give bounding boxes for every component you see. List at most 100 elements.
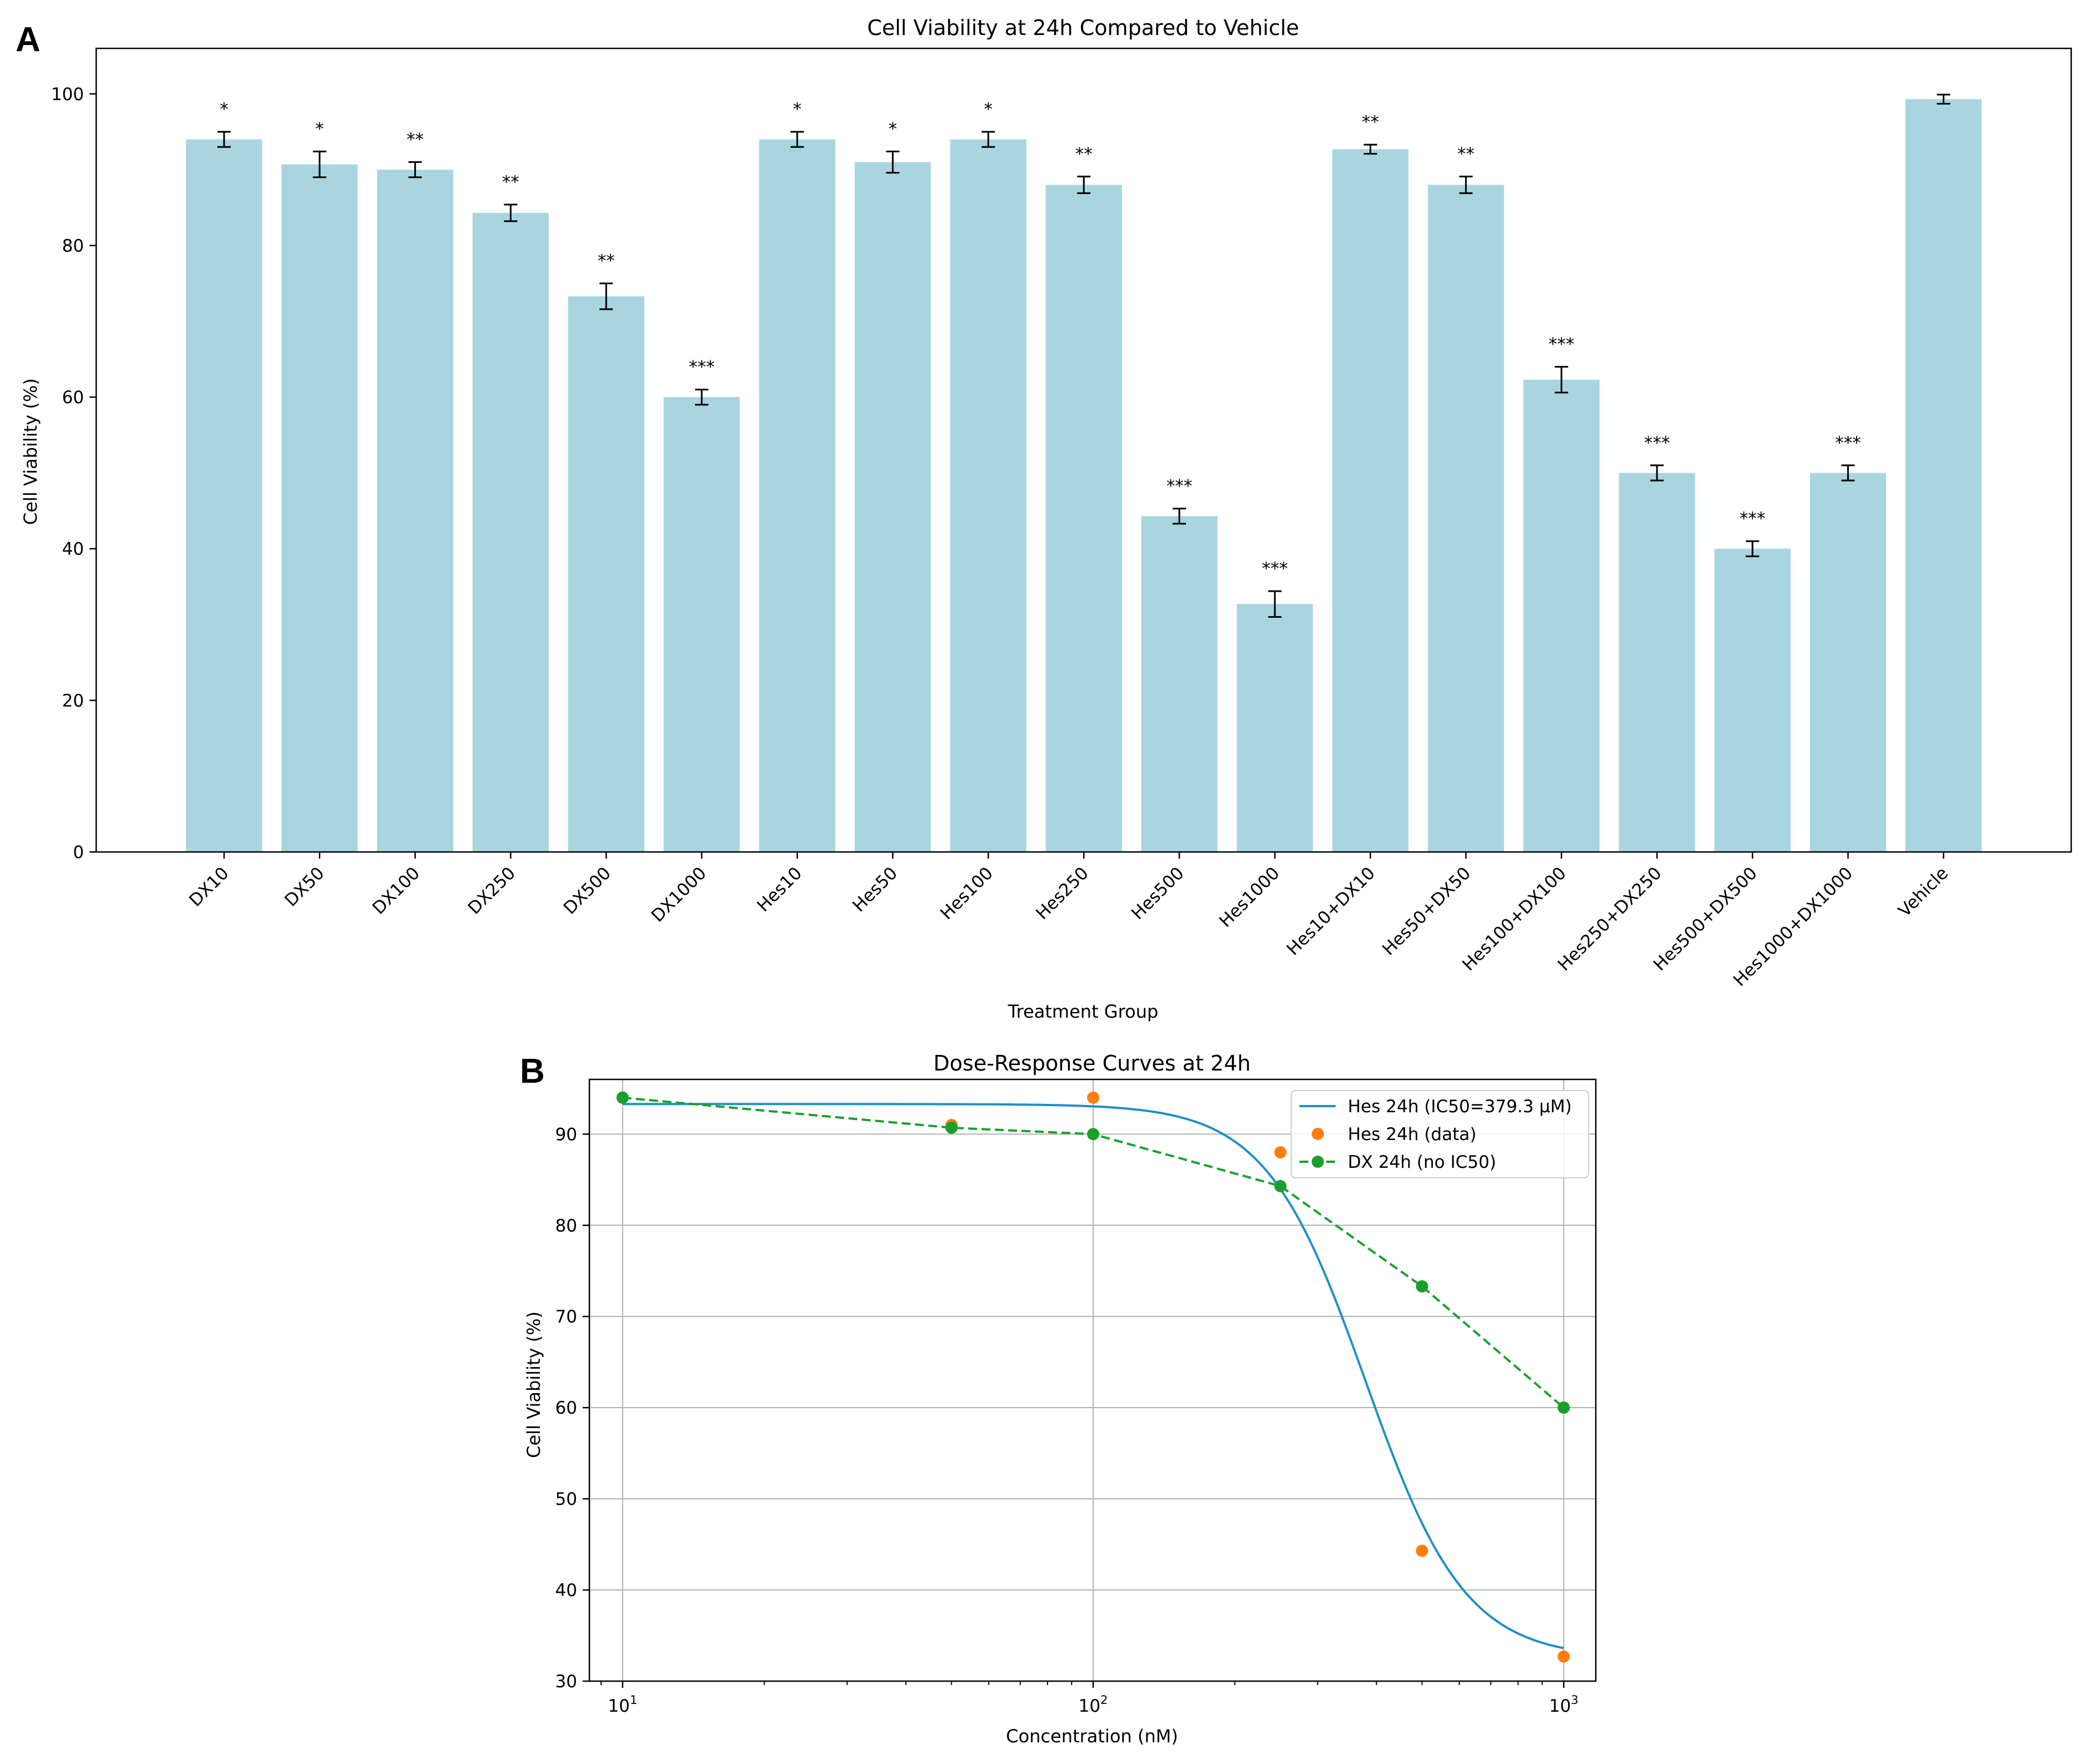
bar-hes1000-dx1000 xyxy=(1810,473,1887,852)
dx-dashed-line xyxy=(622,1096,1565,1409)
x-tick-label: DX1000 xyxy=(648,863,711,926)
bar-hes50 xyxy=(855,162,931,852)
legend-swatch-dx-marker xyxy=(1312,1156,1324,1168)
x-tick-label: Hes10+DX10 xyxy=(1283,863,1379,959)
panel-b-dose-response: B Dose-Response Curves at 24h 30 40 50 60 70… xyxy=(520,1051,1597,1747)
y-tick-label: 30 xyxy=(555,1672,577,1692)
significance-label: *** xyxy=(689,357,715,377)
x-tick-label: Hes500 xyxy=(1128,863,1188,924)
y-tick-label: 70 xyxy=(555,1307,577,1327)
bar-hes100 xyxy=(950,139,1026,852)
bar-hes10 xyxy=(759,139,836,852)
bar-dx100 xyxy=(377,170,454,852)
x-tick-label: DX10 xyxy=(185,863,232,910)
y-tick-label: 40 xyxy=(555,1580,577,1601)
significance-label: * xyxy=(984,100,993,120)
bar-vehicle xyxy=(1905,99,1982,852)
significance-label: *** xyxy=(1167,476,1193,496)
bar-series xyxy=(186,99,1982,853)
significance-label: ** xyxy=(502,172,519,192)
x-tick-label: 103 xyxy=(1549,1693,1579,1716)
y-tick-label: 80 xyxy=(555,1216,577,1236)
x-tick-label: DX500 xyxy=(560,863,615,918)
bar-dx250 xyxy=(472,212,549,852)
panel-b-letter: B xyxy=(520,1052,545,1091)
bar-y-axis-label: Cell Viability (%) xyxy=(20,378,41,525)
bar-y-axis-ticks: 0 20 40 60 80 100 xyxy=(51,85,96,863)
x-tick-label: Hes50+DX50 xyxy=(1378,863,1475,959)
line-y-axis-ticks: 30 40 50 60 70 80 90 xyxy=(555,1124,589,1692)
line-series xyxy=(616,1091,1570,1663)
x-tick-label: Hes100 xyxy=(936,863,997,924)
y-tick-label: 0 xyxy=(73,843,84,863)
x-tick-label: Hes100+DX100 xyxy=(1458,863,1570,975)
significance-labels: ************************************** xyxy=(220,100,1861,579)
x-tick-label: Hes1000 xyxy=(1215,863,1284,931)
dx-data-point xyxy=(945,1121,958,1134)
significance-label: * xyxy=(220,100,229,120)
significance-label: * xyxy=(315,119,324,139)
bar-dx10 xyxy=(186,139,262,852)
legend-box xyxy=(1291,1090,1589,1178)
x-tick-label: Vehicle xyxy=(1894,863,1952,921)
legend-label: Hes 24h (IC50=379.3 μM) xyxy=(1348,1097,1572,1117)
y-tick-label: 60 xyxy=(555,1398,577,1418)
hes-fit-curve xyxy=(622,1103,1564,1649)
x-tick-label: DX100 xyxy=(369,863,424,918)
significance-label: *** xyxy=(1835,433,1861,453)
legend-swatch-hes-data xyxy=(1312,1128,1324,1140)
significance-label: *** xyxy=(1549,335,1575,355)
x-tick-label: Hes250 xyxy=(1032,863,1093,924)
y-tick-label: 50 xyxy=(555,1489,577,1509)
bar-dx50 xyxy=(281,164,358,852)
line-legend: Hes 24h (IC50=379.3 μM) Hes 24h (data) DX … xyxy=(1291,1090,1589,1178)
y-tick-label: 80 xyxy=(62,236,84,256)
y-tick-label: 60 xyxy=(62,388,84,408)
legend-label: Hes 24h (data) xyxy=(1348,1124,1476,1144)
dx-data-point xyxy=(1416,1280,1428,1293)
significance-label: ** xyxy=(406,130,424,150)
bar-x-axis-ticks: DX10 DX50 DX100 DX250 DX500 DX1000 Hes10 Hes50 H… xyxy=(185,852,1952,990)
hes-data-point xyxy=(1416,1544,1428,1557)
y-tick-label: 100 xyxy=(51,85,84,105)
bar-hes10-dx10 xyxy=(1332,149,1409,852)
bar-hes100-dx100 xyxy=(1523,379,1600,852)
significance-label: ** xyxy=(598,251,615,271)
line-x-axis-label: Concentration (nM) xyxy=(1006,1726,1178,1747)
line-y-axis-label: Cell Viability (%) xyxy=(523,1311,544,1458)
bar-dx1000 xyxy=(663,397,740,852)
hes-data-point xyxy=(1274,1146,1287,1159)
significance-label: *** xyxy=(1740,509,1766,529)
line-x-axis-ticks: 101 102 103 xyxy=(601,1681,1579,1716)
error-bars xyxy=(217,93,1951,618)
x-tick-label: Hes250+DX250 xyxy=(1554,863,1666,975)
line-grid xyxy=(589,1079,1596,1682)
legend-label: DX 24h (no IC50) xyxy=(1348,1152,1496,1172)
significance-label: *** xyxy=(1262,559,1288,579)
x-tick-label: 101 xyxy=(608,1693,637,1716)
bar-hes1000 xyxy=(1237,604,1313,852)
y-tick-label: 40 xyxy=(62,539,84,559)
significance-label: * xyxy=(889,119,897,139)
dx-data-point xyxy=(1087,1128,1100,1141)
bar-chart-title: Cell Viability at 24h Compared to Vehicl… xyxy=(867,16,1299,40)
significance-label: ** xyxy=(1362,112,1379,132)
significance-label: *** xyxy=(1644,433,1670,453)
bar-hes50-dx50 xyxy=(1427,185,1504,853)
y-tick-label: 90 xyxy=(555,1124,577,1144)
dx-data-point xyxy=(1274,1180,1287,1192)
hes-data-point xyxy=(1087,1091,1100,1104)
x-tick-label: DX250 xyxy=(464,863,519,918)
significance-label: ** xyxy=(1457,144,1475,164)
y-tick-label: 20 xyxy=(62,691,84,711)
dx-data-point xyxy=(1557,1401,1570,1414)
dx-data-point xyxy=(616,1091,629,1104)
panel-a-bar-chart: A Cell Viability at 24h Compared to Vehi… xyxy=(16,16,2072,1022)
significance-label: ** xyxy=(1075,144,1093,164)
hes-data-point xyxy=(1557,1650,1570,1663)
bar-dx500 xyxy=(568,296,644,852)
x-tick-label: 102 xyxy=(1079,1693,1108,1716)
line-chart-title: Dose-Response Curves at 24h xyxy=(934,1051,1251,1076)
x-tick-label: Hes50 xyxy=(849,863,902,916)
